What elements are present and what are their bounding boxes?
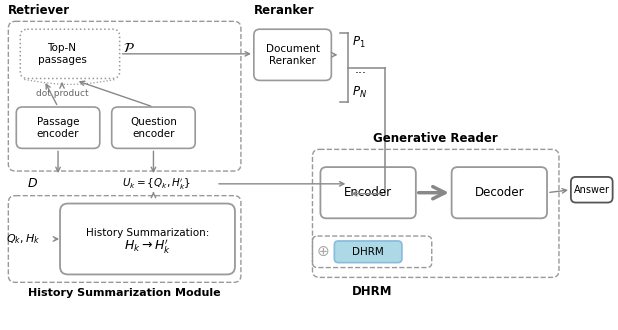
FancyBboxPatch shape — [571, 177, 612, 203]
Text: Document
Reranker: Document Reranker — [266, 44, 320, 66]
Text: $D$: $D$ — [27, 177, 38, 190]
Text: $Q_k, H_k$: $Q_k, H_k$ — [6, 232, 41, 246]
Text: $H_k \rightarrow H^{\prime}_k$: $H_k \rightarrow H^{\prime}_k$ — [124, 238, 171, 256]
Text: Passage
encoder: Passage encoder — [37, 117, 79, 139]
Text: Generative Reader: Generative Reader — [373, 132, 498, 146]
Text: Question
encoder: Question encoder — [130, 117, 177, 139]
Text: History Summarization:: History Summarization: — [86, 228, 209, 238]
Text: $\mathcal{P}$: $\mathcal{P}$ — [122, 41, 135, 55]
Text: Reranker: Reranker — [254, 4, 315, 17]
Text: ⊕: ⊕ — [317, 244, 330, 259]
FancyBboxPatch shape — [452, 167, 547, 218]
Text: Decoder: Decoder — [475, 186, 524, 199]
Text: Top-N
passages: Top-N passages — [38, 43, 87, 65]
Text: $U_k=\{Q_k, H^{\prime}_k\}$: $U_k=\{Q_k, H^{\prime}_k\}$ — [122, 176, 191, 191]
FancyBboxPatch shape — [334, 241, 402, 263]
Text: ...: ... — [354, 63, 366, 76]
FancyBboxPatch shape — [16, 107, 99, 148]
FancyBboxPatch shape — [320, 167, 416, 218]
Text: dot product: dot product — [36, 89, 88, 98]
Text: DHRM: DHRM — [352, 285, 392, 298]
Text: $P_N$: $P_N$ — [352, 85, 367, 100]
Text: Answer: Answer — [574, 185, 610, 195]
Text: History Summarization Module: History Summarization Module — [28, 288, 221, 298]
Text: Encoder: Encoder — [344, 186, 392, 199]
FancyBboxPatch shape — [60, 204, 235, 275]
Text: DHRM: DHRM — [352, 247, 384, 257]
FancyBboxPatch shape — [112, 107, 195, 148]
Text: Retriever: Retriever — [8, 4, 70, 17]
Text: $P_1$: $P_1$ — [352, 35, 366, 50]
FancyBboxPatch shape — [20, 29, 120, 79]
FancyBboxPatch shape — [254, 29, 331, 81]
